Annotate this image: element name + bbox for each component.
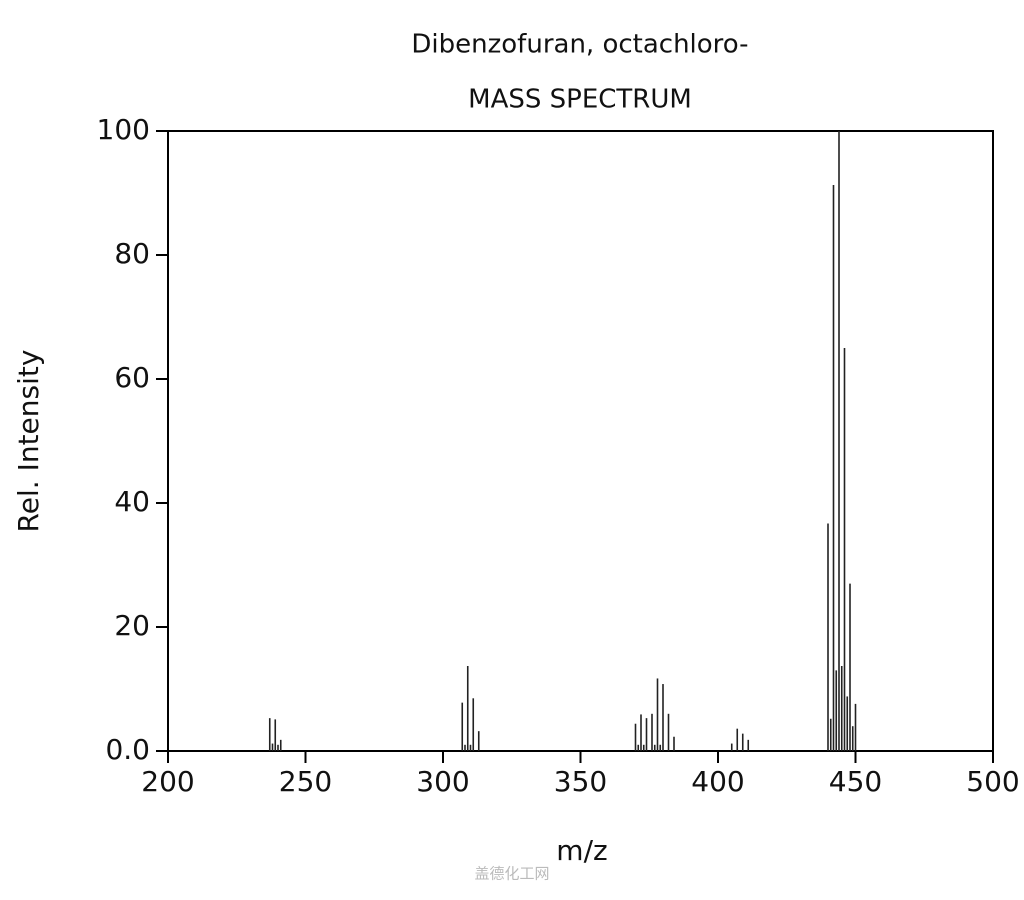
y-tick-label: 0.0 [105, 733, 150, 766]
y-tick-label: 60 [114, 361, 150, 394]
watermark: 盖德化工网 [474, 865, 549, 883]
plot-frame [167, 130, 994, 752]
x-tick-label: 500 [966, 765, 1019, 798]
chart-subtitle: MASS SPECTRUM [468, 85, 692, 115]
y-tick-label: 80 [114, 237, 150, 270]
y-tick-label: 100 [97, 113, 150, 146]
x-tick-label: 300 [416, 765, 469, 798]
y-axis-label: Rel. Intensity [12, 350, 45, 533]
chart-title: Dibenzofuran, octachloro- [411, 30, 748, 60]
x-tick-label: 250 [279, 765, 332, 798]
y-tick-label: 40 [114, 485, 150, 518]
x-tick-label: 350 [554, 765, 607, 798]
x-axis-label: m/z [556, 834, 607, 867]
y-tick-label: 20 [114, 609, 150, 642]
x-tick-label: 400 [691, 765, 744, 798]
x-tick-label: 200 [141, 765, 194, 798]
x-tick-label: 450 [829, 765, 882, 798]
